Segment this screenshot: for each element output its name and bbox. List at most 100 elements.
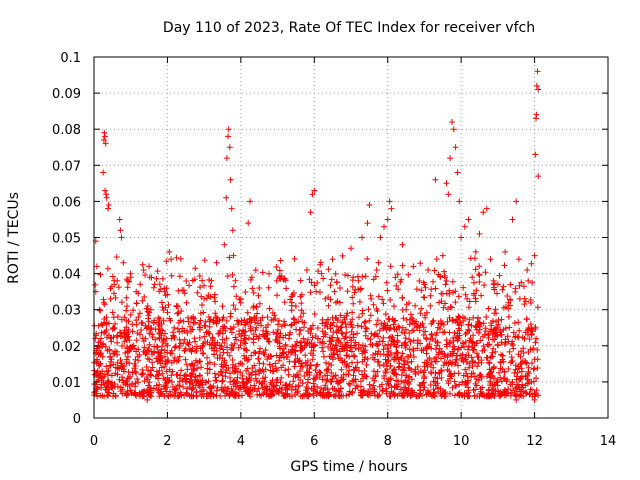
data-point <box>276 267 283 274</box>
data-point <box>507 296 514 303</box>
data-point <box>297 347 304 354</box>
data-point <box>491 393 497 399</box>
data-point <box>431 355 438 362</box>
data-point <box>178 367 185 374</box>
data-point <box>227 176 234 183</box>
data-point <box>396 360 403 367</box>
data-point <box>417 340 424 347</box>
data-point <box>347 321 354 328</box>
data-point <box>103 363 110 370</box>
data-point <box>446 314 453 321</box>
data-point <box>219 378 225 385</box>
data-point <box>449 278 456 285</box>
data-point <box>457 352 464 359</box>
data-point <box>190 319 197 326</box>
data-point <box>515 256 522 263</box>
data-point <box>171 386 178 393</box>
data-point <box>463 359 470 365</box>
data-point <box>242 289 249 295</box>
data-point <box>329 345 336 352</box>
data-point <box>305 393 312 400</box>
data-point <box>255 355 262 362</box>
data-point <box>348 348 355 355</box>
data-point <box>465 346 471 353</box>
data-point <box>310 375 317 382</box>
data-point <box>105 205 111 212</box>
data-point <box>207 389 214 396</box>
data-point <box>526 336 533 343</box>
data-point <box>323 359 329 366</box>
data-point <box>225 133 231 140</box>
data-point <box>304 336 311 343</box>
data-point <box>147 325 154 332</box>
data-point <box>376 327 383 334</box>
data-point <box>158 364 165 371</box>
data-point <box>451 329 458 336</box>
data-point <box>396 390 403 397</box>
data-point <box>152 336 159 343</box>
data-point <box>408 388 415 394</box>
data-point <box>514 369 521 376</box>
x-tick-label: 12 <box>526 434 543 449</box>
data-point <box>437 274 444 280</box>
data-point <box>207 293 214 300</box>
data-point <box>310 380 317 387</box>
x-tick-label: 6 <box>310 434 318 449</box>
data-point <box>175 309 182 316</box>
data-point <box>247 276 254 283</box>
data-point <box>534 365 541 371</box>
data-point <box>361 368 368 374</box>
data-point <box>171 334 178 341</box>
data-point <box>348 342 355 349</box>
data-point <box>454 330 461 337</box>
data-point <box>151 317 158 324</box>
data-point <box>430 386 437 393</box>
data-point <box>197 384 203 391</box>
data-point <box>244 309 251 316</box>
data-point <box>515 319 522 326</box>
data-point <box>522 382 529 389</box>
data-point <box>487 354 494 361</box>
data-point <box>232 380 239 387</box>
data-point <box>218 386 225 393</box>
data-point <box>112 294 119 301</box>
data-point <box>420 332 427 338</box>
data-point <box>427 361 434 368</box>
data-point <box>114 383 121 390</box>
data-point <box>313 363 320 369</box>
data-point <box>501 369 508 376</box>
data-point <box>223 367 230 373</box>
data-point <box>237 386 244 393</box>
data-point <box>164 342 171 349</box>
data-point <box>201 282 207 289</box>
data-point <box>227 374 233 381</box>
data-point <box>455 391 462 397</box>
data-point <box>445 306 451 312</box>
data-point <box>168 378 175 385</box>
data-point <box>375 293 382 300</box>
data-point <box>166 248 173 255</box>
data-point <box>212 374 219 381</box>
data-point <box>516 386 523 393</box>
data-point <box>463 370 470 377</box>
data-point <box>407 311 414 318</box>
data-point <box>143 349 150 356</box>
data-point <box>309 334 316 341</box>
data-point <box>155 372 161 379</box>
data-point <box>200 350 207 357</box>
data-point <box>281 321 288 328</box>
data-point <box>394 332 401 339</box>
data-point <box>282 367 289 374</box>
data-point <box>342 342 349 349</box>
data-point <box>354 330 361 337</box>
data-point <box>441 272 448 279</box>
data-point <box>225 126 232 133</box>
data-point <box>154 268 161 275</box>
data-point <box>472 266 479 273</box>
data-point <box>156 381 163 388</box>
data-point <box>324 376 331 383</box>
data-point <box>204 360 211 367</box>
data-point <box>164 374 171 381</box>
data-point <box>260 360 267 367</box>
data-point <box>518 392 525 399</box>
